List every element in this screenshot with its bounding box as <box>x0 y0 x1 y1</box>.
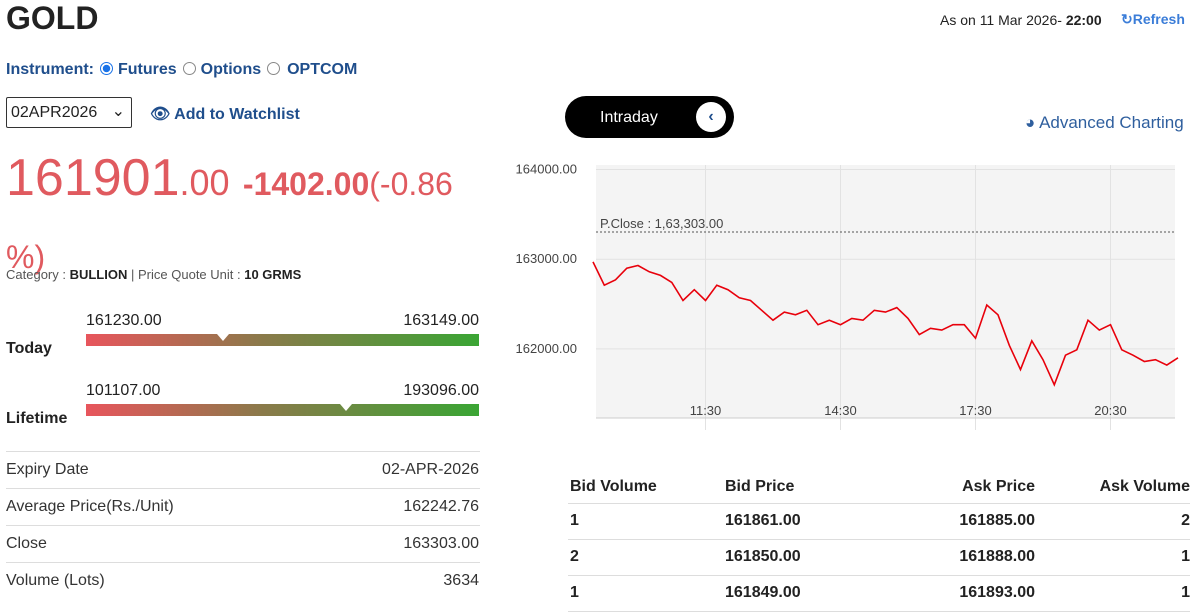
detail-row: Expiry Date 02-APR-2026 <box>6 451 480 489</box>
detail-value: 3634 <box>443 572 479 589</box>
range-name: Today <box>6 340 52 357</box>
ob-row: 1 161849.00 161893.00 1 <box>568 576 1190 612</box>
detail-row: Volume (Lots) 3634 <box>6 562 480 600</box>
ob-cell: Bid Price <box>725 478 795 495</box>
as-on-date: As on 11 Mar 2026- <box>940 12 1066 28</box>
toggle-label: Intraday <box>600 109 658 126</box>
as-on: As on 11 Mar 2026- 22:00 <box>940 12 1102 28</box>
refresh[interactable]: ↻Refresh <box>1121 11 1185 27</box>
detail-value: 162242.76 <box>403 498 479 515</box>
expiry-select[interactable]: 02APR2026 ⌄ <box>6 97 132 128</box>
ob-cell: 1 <box>1181 548 1190 565</box>
ob-cell: 1 <box>570 584 579 601</box>
chevron: ⌄ <box>111 103 125 120</box>
y-tick-label: 163000.00 <box>516 251 577 266</box>
ob-cell: 161888.00 <box>959 548 1035 565</box>
ob-row: 2 161850.00 161888.00 1 <box>568 540 1190 576</box>
x-tick-label: 11:30 <box>690 403 722 418</box>
detail-row: Average Price(Rs./Unit) 162242.76 <box>6 488 480 526</box>
radio-option[interactable]: Options <box>182 61 262 78</box>
detail-label: Close <box>6 535 47 552</box>
quote: 161901.00 -1402.00(-0.86 %) <box>6 145 484 297</box>
ob-cell: 1 <box>570 512 579 529</box>
watchlist-label: Add to Watchlist <box>174 106 300 123</box>
advanced-label: Advanced Charting <box>1039 113 1184 132</box>
ob-cell: 2 <box>1181 512 1190 529</box>
toggle-knob: ‹ <box>696 102 726 132</box>
unit-label: Price Quote Unit : <box>138 267 245 282</box>
detail-value: 02-APR-2026 <box>382 461 479 478</box>
radio <box>100 62 113 75</box>
detail-value: 163303.00 <box>403 535 479 552</box>
ob-cell: 161861.00 <box>725 512 801 529</box>
range-bar <box>86 334 479 346</box>
sep: | <box>131 267 135 282</box>
category-value: BULLION <box>69 267 128 282</box>
category: Category : BULLION | Price Quote Unit : … <box>6 267 301 282</box>
intraday-toggle[interactable]: Intraday ‹ <box>565 96 734 138</box>
ob-cell: 161849.00 <box>725 584 801 601</box>
expiry-value: 02APR2026 <box>11 104 98 121</box>
range-low: 101107.00 <box>86 382 161 399</box>
radio-label: Options <box>200 61 262 78</box>
radio-option[interactable]: OPTCOM <box>267 61 357 78</box>
page: GOLD As on 11 Mar 2026- 22:00 ↻Refresh I… <box>6 0 1190 612</box>
instrument-label: Instrument: <box>6 61 94 78</box>
radio <box>267 62 281 75</box>
title: GOLD <box>6 0 99 36</box>
as-on-time: 22:00 <box>1065 12 1102 28</box>
unit-value: 10 GRMS <box>244 267 302 282</box>
change: -1402.00 <box>242 166 370 202</box>
change-pct: (-0.86 %) <box>6 166 453 275</box>
ob-cell: 1 <box>1181 584 1190 601</box>
x-tick-label: 17:30 <box>959 403 992 418</box>
x-tick-label: 14:30 <box>824 403 857 418</box>
price-line <box>592 261 1179 387</box>
radio-label: Futures <box>118 61 177 78</box>
ltp: 161901.00 <box>6 149 230 207</box>
y-tick-label: 162000.00 <box>516 341 577 356</box>
plot-background <box>596 165 1175 418</box>
range-high: 163149.00 <box>403 312 479 329</box>
ob-cell: 161850.00 <box>725 548 801 565</box>
advanced-charting[interactable]: ◕ Advanced Charting <box>1025 113 1184 132</box>
p-close-label: P.Close : 1,63,303.00 <box>600 216 723 231</box>
ob-row: 1 161861.00 161885.00 2 <box>568 504 1190 540</box>
x-tick-label: 20:30 <box>1094 403 1127 418</box>
ob-cell: 161893.00 <box>959 584 1035 601</box>
ob-cell: 161885.00 <box>959 512 1035 529</box>
detail-row: Close 163303.00 <box>6 525 480 563</box>
chart: 164000.00 163000.00 162000.00 11:30 14:30 17:… <box>516 161 1179 430</box>
category-label: Category : <box>6 267 70 282</box>
range-marker <box>339 404 352 411</box>
ob-cell: Ask Price <box>962 478 1035 495</box>
radio-label: OPTCOM <box>287 61 358 78</box>
range-name: Lifetime <box>6 410 68 427</box>
range-high: 193096.00 <box>403 382 479 399</box>
detail-label: Expiry Date <box>6 461 89 478</box>
radio-option[interactable]: Futures <box>100 61 177 78</box>
range-marker <box>217 334 230 341</box>
range-low: 161230.00 <box>86 312 162 329</box>
y-tick-label: 164000.00 <box>516 161 577 176</box>
detail-label: Volume (Lots) <box>6 572 105 589</box>
ob-cell: 2 <box>570 548 579 565</box>
ob-header: Bid Volume Bid Price Ask Price Ask Volume <box>568 470 1190 504</box>
ob-cell: Ask Volume <box>1099 478 1190 495</box>
range-bar <box>86 404 479 416</box>
radio <box>182 62 196 75</box>
refresh-label: Refresh <box>1132 11 1185 27</box>
ob-cell: Bid Volume <box>570 478 657 495</box>
watchlist[interactable]: 👁︎ Add to Watchlist <box>150 106 300 123</box>
instrument: Instrument: Futures Options OPTCOM <box>6 61 357 79</box>
detail-label: Average Price(Rs./Unit) <box>6 498 174 515</box>
